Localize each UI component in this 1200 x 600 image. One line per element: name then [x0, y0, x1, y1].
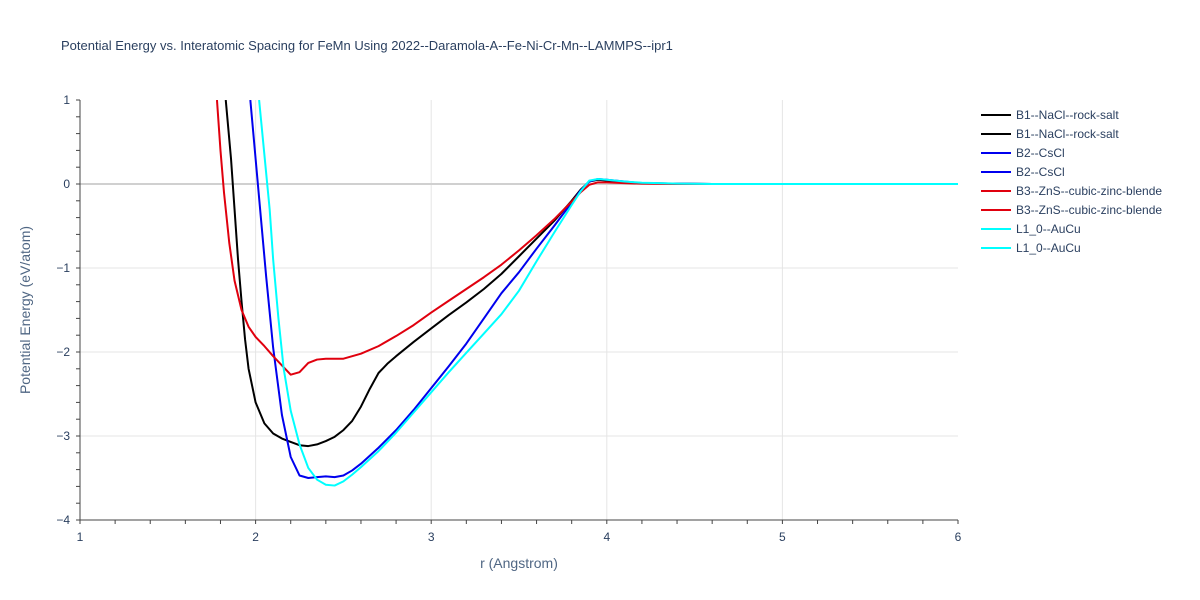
series-line [224, 100, 958, 448]
series-lines [215, 100, 958, 487]
y-tick-label: −2 [56, 345, 70, 359]
x-tick-label: 3 [428, 530, 435, 544]
x-tick-label: 6 [955, 530, 962, 544]
series-line [215, 100, 958, 376]
x-tick-label: 4 [603, 530, 610, 544]
legend[interactable]: B1--NaCl--rock-salt B1--NaCl--rock-salt B2… [981, 108, 1162, 255]
legend-item[interactable]: B3--ZnS--cubic-zinc-blende [981, 203, 1162, 217]
grid-lines [80, 100, 958, 520]
legend-label: B1--NaCl--rock-salt [1016, 127, 1119, 141]
legend-item[interactable]: B3--ZnS--cubic-zinc-blende [981, 184, 1162, 198]
y-tick-label: 0 [63, 177, 70, 191]
chart-title: Potential Energy vs. Interatomic Spacing… [61, 38, 673, 53]
y-tick-label: −1 [56, 261, 70, 275]
legend-label: B3--ZnS--cubic-zinc-blende [1016, 184, 1162, 198]
legend-item[interactable]: B2--CsCl [981, 146, 1065, 160]
legend-item[interactable]: B2--CsCl [981, 165, 1065, 179]
legend-item[interactable]: L1_0--AuCu [981, 222, 1081, 236]
y-tick-label: 1 [63, 93, 70, 107]
x-tick-label: 5 [779, 530, 786, 544]
legend-label: L1_0--AuCu [1016, 241, 1081, 255]
y-axis-title: Potential Energy (eV/atom) [17, 226, 33, 394]
legend-label: B2--CsCl [1016, 165, 1065, 179]
x-axis-title: r (Angstrom) [480, 555, 558, 571]
y-tick-label: −3 [56, 429, 70, 443]
legend-item[interactable]: L1_0--AuCu [981, 241, 1081, 255]
series-line [249, 100, 958, 479]
legend-label: B1--NaCl--rock-salt [1016, 108, 1119, 122]
legend-label: B2--CsCl [1016, 146, 1065, 160]
x-tick-label: 2 [252, 530, 259, 544]
x-tick-label: 1 [77, 530, 84, 544]
legend-item[interactable]: B1--NaCl--rock-salt [981, 127, 1119, 141]
axes: 1 2 3 4 5 6 −4 −3 −2 −1 0 1 [56, 93, 961, 544]
legend-item[interactable]: B1--NaCl--rock-salt [981, 108, 1119, 122]
series-line [258, 100, 958, 487]
y-tick-label: −4 [56, 513, 70, 527]
legend-label: L1_0--AuCu [1016, 222, 1081, 236]
legend-label: B3--ZnS--cubic-zinc-blende [1016, 203, 1162, 217]
